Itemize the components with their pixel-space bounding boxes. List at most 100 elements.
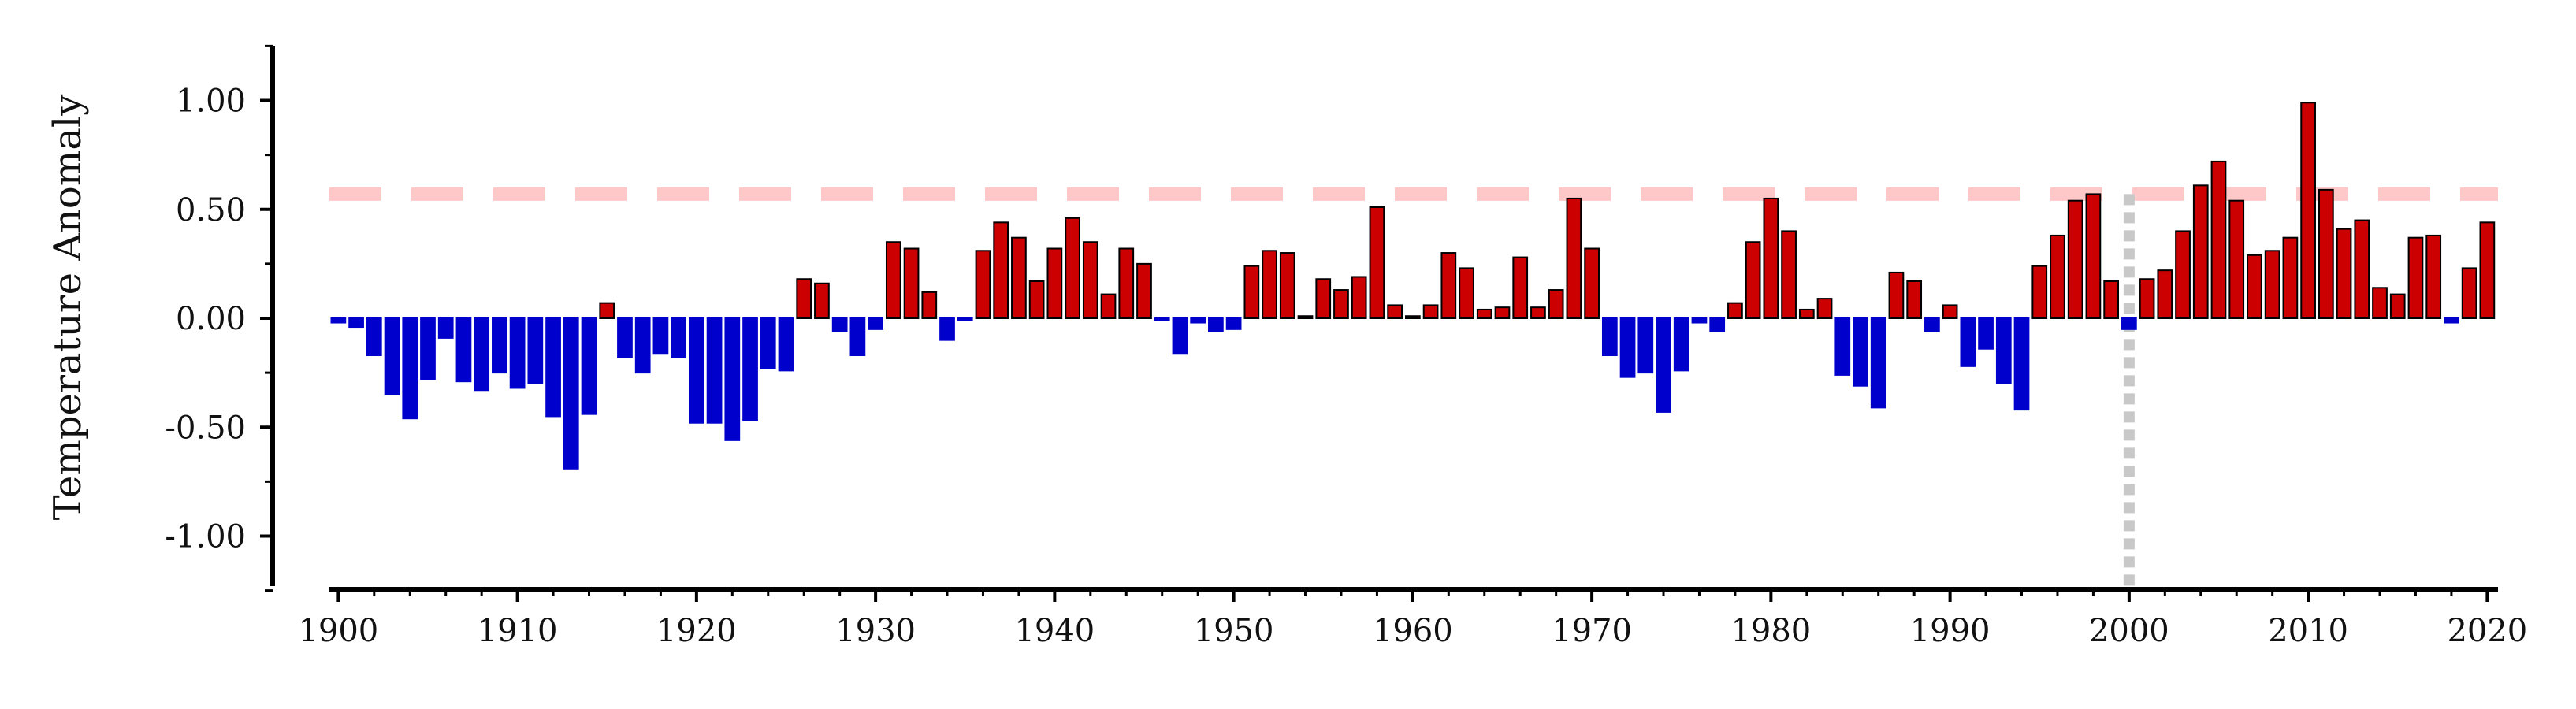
bar-1956 (1333, 289, 1349, 319)
y-axis-label: Temperature Anomaly (46, 95, 90, 521)
x-tick-label: 1940 (1014, 613, 1095, 649)
y-tick-label: -1.00 (165, 519, 246, 555)
bar-1934 (939, 317, 955, 341)
bar-1908 (474, 317, 490, 392)
bar-1905 (420, 317, 436, 380)
bar-2007 (2247, 254, 2262, 319)
bar-1933 (921, 291, 938, 320)
bar-1988 (1906, 280, 1923, 319)
bar-1909 (492, 317, 507, 374)
bar-1907 (455, 317, 472, 383)
bar-1981 (1781, 230, 1797, 319)
bar-2005 (2210, 160, 2227, 319)
bar-1965 (1494, 306, 1511, 319)
x-tick-label: 1990 (1910, 613, 1991, 649)
bar-1929 (849, 317, 866, 357)
bar-1953 (1279, 252, 1295, 319)
x-tick-label: 1960 (1373, 613, 1453, 649)
bar-2008 (2264, 250, 2280, 319)
bar-1945 (1136, 262, 1152, 319)
bar-1969 (1566, 197, 1582, 319)
bar-2000 (2121, 317, 2137, 330)
bar-1962 (1440, 252, 1457, 319)
bar-2016 (2407, 236, 2424, 320)
bar-1915 (599, 302, 615, 319)
bar-1966 (1512, 256, 1529, 319)
bar-2011 (2318, 188, 2334, 319)
bar-2015 (2389, 293, 2406, 319)
bar-2009 (2282, 236, 2299, 320)
bar-1958 (1369, 206, 1385, 319)
x-tick-label: 1920 (656, 613, 737, 649)
bar-1976 (1691, 317, 1708, 324)
bar-1967 (1530, 306, 1546, 319)
bar-1947 (1172, 317, 1188, 354)
x-tick-label: 2000 (2089, 613, 2169, 649)
bar-1959 (1387, 304, 1403, 320)
bar-1926 (796, 278, 812, 320)
bar-1906 (437, 317, 454, 339)
bar-1904 (402, 317, 418, 420)
bar-1974 (1656, 317, 1671, 413)
bar-2012 (2336, 228, 2352, 320)
bar-1993 (1995, 317, 2012, 384)
bar-1978 (1727, 302, 1743, 319)
x-tick-label: 1970 (1552, 613, 1632, 649)
bar-1943 (1100, 293, 1117, 319)
bar-1941 (1065, 217, 1080, 319)
bar-1960 (1405, 315, 1421, 319)
bar-2017 (2425, 234, 2442, 319)
bar-1968 (1548, 289, 1564, 319)
x-tick-label: 1930 (835, 613, 916, 649)
bar-1910 (509, 317, 526, 389)
bar-1955 (1315, 278, 1332, 320)
bar-1990 (1942, 304, 1958, 320)
bar-1989 (1924, 317, 1940, 332)
bar-1946 (1154, 317, 1170, 321)
bar-1954 (1297, 315, 1314, 319)
bar-1951 (1243, 265, 1260, 320)
bar-2019 (2461, 267, 2477, 319)
bar-1912 (545, 317, 561, 418)
bar-2006 (2228, 199, 2245, 319)
bar-1973 (1637, 317, 1654, 374)
tick-labels: 1.00 0.50 0.00 -0.50 -1.00 1900 1910 1920 1930 19… (165, 84, 2527, 650)
bar-1922 (724, 317, 741, 441)
bar-1995 (2031, 265, 2048, 320)
bar-1924 (760, 317, 776, 369)
bars (330, 102, 2496, 470)
x-tick-label: 1900 (298, 613, 378, 649)
bar-1987 (1888, 271, 1905, 319)
bar-1921 (706, 317, 723, 424)
bar-1975 (1673, 317, 1689, 372)
reference-lines (329, 187, 2498, 586)
bar-2010 (2300, 102, 2316, 319)
y-tick-label: -0.50 (165, 410, 246, 446)
bar-1936 (975, 250, 991, 319)
bar-1916 (617, 317, 633, 358)
bar-1942 (1082, 241, 1098, 320)
bar-1937 (993, 221, 1009, 319)
bar-1964 (1476, 308, 1492, 320)
bar-1920 (689, 317, 704, 424)
bar-1900 (330, 317, 347, 324)
bar-1932 (903, 247, 920, 319)
x-tick-label: 1980 (1730, 613, 1811, 649)
bar-1985 (1853, 317, 1868, 387)
axes (260, 44, 2498, 602)
bar-2003 (2175, 230, 2191, 319)
bar-1963 (1459, 267, 1474, 319)
bar-1979 (1745, 241, 1761, 320)
bar-1938 (1011, 236, 1027, 320)
bar-2014 (2372, 287, 2388, 320)
bar-1957 (1351, 276, 1367, 319)
bar-1927 (814, 282, 830, 320)
bar-1972 (1619, 317, 1636, 378)
bar-1925 (778, 317, 794, 372)
bar-1919 (671, 317, 687, 358)
bar-1911 (527, 317, 544, 384)
x-tick-label: 2010 (2268, 613, 2348, 649)
bar-1930 (868, 317, 883, 330)
bar-1901 (348, 317, 364, 329)
